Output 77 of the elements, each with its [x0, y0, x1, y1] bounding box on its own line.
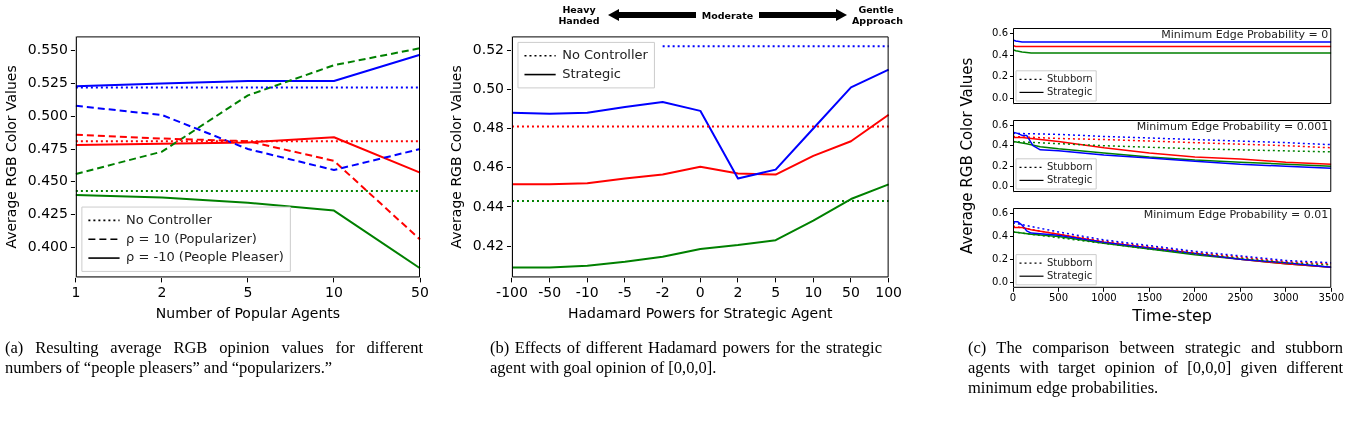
legend-label: Strategic — [1047, 269, 1093, 281]
y-tick-label: 0.2 — [992, 159, 1008, 171]
text: Heavy Handed — [557, 4, 601, 26]
legend-label: ρ = 10 (Popularizer) — [126, 230, 257, 246]
x-tick-label: 50 — [842, 284, 860, 301]
y-tick-label: 0.50 — [472, 79, 504, 96]
legend-label: Strategic — [1047, 173, 1093, 185]
legend-label: ρ = -10 (People Pleaser) — [126, 249, 284, 265]
y-tick-label: 0.48 — [472, 119, 504, 136]
x-axis-title: Hadamard Powers for Strategic Agent — [568, 305, 834, 322]
x-tick-label: 2 — [733, 284, 743, 301]
x-tick-label: -100 — [496, 284, 528, 301]
x-tick-label: 3000 — [1273, 292, 1299, 304]
x-tick-label: -50 — [538, 284, 562, 301]
chart-title: Minimum Edge Probability = 0.001 — [1136, 120, 1329, 134]
text: (b) Effects of different Hadamard powers for the strategic agent with goal opinion of [0,0,0]. — [490, 338, 882, 379]
y-tick-label: 0.450 — [27, 172, 68, 189]
x-axis-title: Time-step — [1131, 305, 1212, 325]
y-tick-label: 0.400 — [27, 237, 68, 254]
x-tick-label: 50 — [411, 284, 429, 301]
legend-label: Stubborn — [1047, 72, 1093, 84]
legend-label: Strategic — [1047, 85, 1093, 97]
y-axis-title: Average RGB Color Values — [3, 65, 20, 249]
y-axis-title: Average RGB Color Values — [958, 56, 976, 257]
x-tick-label: 500 — [1048, 292, 1069, 304]
chart-title: Minimum Edge Probability = 0.01 — [1143, 208, 1329, 222]
y-tick-label: 0.6 — [992, 27, 1008, 39]
x-tick-label: 5 — [771, 284, 781, 301]
x-tick-label: 10 — [325, 284, 343, 301]
y-tick-label: 0.475 — [27, 139, 68, 156]
x-tick-label: 5 — [243, 284, 253, 301]
legend-label: No Controller — [562, 47, 649, 63]
x-tick-label: 2 — [157, 284, 167, 301]
x-tick-label: 1500 — [1136, 292, 1163, 304]
y-tick-label: 0.6 — [992, 207, 1008, 219]
legend-label: Stubborn — [1047, 256, 1093, 268]
y-tick-label: 0.44 — [472, 197, 505, 214]
y-tick-label: 0.2 — [992, 252, 1008, 264]
x-tick-label: 100 — [875, 284, 903, 301]
y-tick-label: 0.4 — [992, 48, 1008, 60]
line-series — [74, 47, 421, 175]
y-tick-label: 0.500 — [27, 106, 68, 123]
x-tick-label: 2000 — [1182, 292, 1208, 304]
y-tick-label: 0.425 — [27, 205, 68, 222]
x-tick-label: 0 — [1009, 292, 1017, 304]
y-tick-label: 0.0 — [992, 180, 1008, 192]
y-axis-title: Average RGB Color Values — [448, 65, 465, 249]
line-series — [74, 104, 421, 171]
x-tick-label: 3500 — [1318, 292, 1344, 304]
x-tick-label: -10 — [575, 284, 599, 301]
x-tick-label: 1 — [71, 284, 81, 301]
text: (a) Resulting average RGB opinion values for different numbers of “people pleasers” and “popularizers.” — [5, 338, 423, 379]
legend-label: Strategic — [562, 65, 621, 81]
y-tick-label: 0.0 — [992, 92, 1008, 104]
y-tick-label: 0.4 — [992, 230, 1008, 242]
text: Gentle Approach — [852, 4, 903, 26]
x-tick-label: 1000 — [1091, 292, 1117, 304]
chart-title: Minimum Edge Probability = 0 — [1161, 28, 1329, 42]
y-tick-label: 0.46 — [472, 158, 505, 175]
y-tick-label: 0.42 — [472, 236, 504, 253]
y-tick-label: 0.525 — [27, 74, 68, 91]
x-axis-title: Number of Popular Agents — [155, 305, 341, 322]
y-tick-label: 0.2 — [992, 70, 1008, 82]
x-tick-label: -2 — [655, 284, 670, 301]
text: Moderate — [701, 9, 754, 21]
y-tick-label: 0.52 — [472, 40, 504, 57]
y-tick-label: 0.0 — [992, 275, 1008, 287]
x-tick-label: 10 — [804, 284, 823, 301]
y-tick-label: 0.6 — [992, 118, 1008, 130]
y-tick-label: 0.550 — [27, 41, 68, 58]
x-tick-label: -5 — [617, 284, 632, 301]
legend-label: No Controller — [126, 211, 213, 227]
x-tick-label: 0 — [695, 284, 705, 301]
x-tick-label: 2500 — [1227, 292, 1254, 304]
text: (c) The comparison between strategic and stubborn agents with target opinion of [0,0,0] given different minimum edge probabilities. — [968, 338, 1343, 399]
y-tick-label: 0.4 — [992, 139, 1008, 151]
legend-label: Stubborn — [1047, 160, 1093, 172]
